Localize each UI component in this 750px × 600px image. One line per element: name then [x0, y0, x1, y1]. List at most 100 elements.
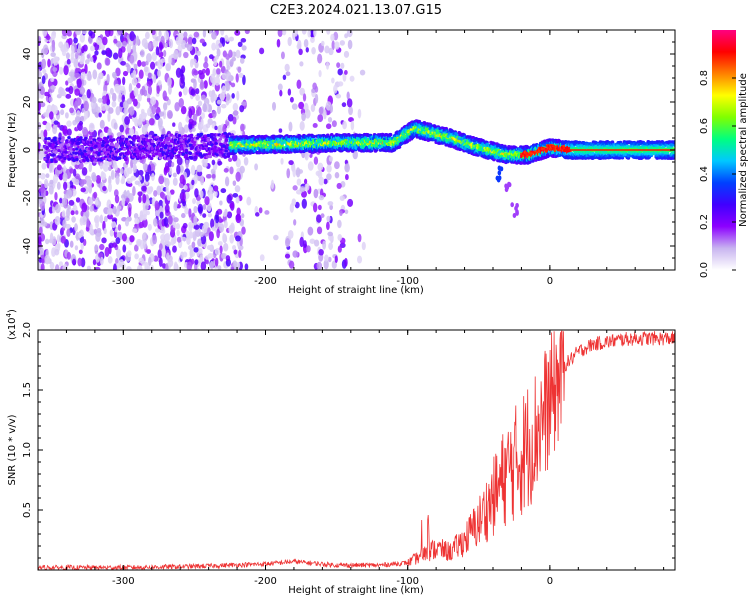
- spectrogram-cell: [166, 109, 173, 119]
- spectrogram-cell: [280, 51, 285, 60]
- spectrogram-cell: [92, 69, 98, 80]
- spectrogram-cell: [193, 215, 198, 226]
- spectrogram-cell: [72, 147, 76, 152]
- spectrogram-cell: [45, 238, 50, 245]
- spectrogram-cell: [229, 166, 234, 175]
- spectrogram-cell: [52, 174, 59, 184]
- spectrogram-cell: [44, 137, 48, 141]
- spectrogram-cell: [155, 46, 160, 56]
- spectrogram-cell: [341, 102, 347, 108]
- spectrogram-cell: [65, 87, 71, 92]
- spectrogram-cell: [304, 182, 310, 191]
- spectrogram-cell: [230, 222, 235, 233]
- spectrogram-cell: [132, 186, 136, 197]
- spectrogram-cell: [40, 172, 46, 180]
- spectrogram-cell: [134, 253, 139, 260]
- spectrogram-cell: [92, 54, 97, 64]
- spectrogram-cell: [359, 69, 366, 76]
- spectrogram-cell: [115, 175, 120, 185]
- spectrogram-cell: [337, 233, 343, 241]
- spectrogram-cell: [202, 203, 207, 210]
- spectrogram-cell: [203, 80, 208, 89]
- spectrogram-cell: [138, 221, 144, 229]
- spectrogram-cell: [76, 48, 81, 54]
- spectrogram-cell: [74, 88, 80, 96]
- spectrogram-cell: [138, 156, 143, 160]
- spectrogram-cell: [164, 42, 168, 49]
- spectrogram-cell: [106, 208, 113, 216]
- spectrogram-cell: [147, 72, 152, 78]
- spectrogram-cell: [151, 172, 155, 182]
- spectrogram-cell: [144, 204, 149, 211]
- spectrogram-cell: [231, 93, 235, 99]
- spectrogram-cell: [320, 40, 325, 46]
- spectrogram-cell: [111, 138, 116, 142]
- spectrogram-cell: [172, 177, 178, 187]
- spectrogram-cell: [208, 186, 214, 192]
- spectrogram-cell: [326, 30, 331, 35]
- spectrogram-cell: [203, 134, 208, 138]
- spectrogram-cell: [195, 88, 200, 95]
- spectrogram-cell: [146, 52, 152, 63]
- spectrogram-cell: [58, 41, 64, 49]
- spectrogram-cell: [168, 55, 172, 66]
- spectrogram-cell: [154, 200, 159, 211]
- spectrogram-cell: [114, 194, 120, 204]
- spectrogram-cell: [166, 191, 172, 201]
- spectrogram-cell: [323, 109, 327, 120]
- spectrogram-cell: [129, 31, 135, 42]
- spectrogram-cell: [157, 79, 162, 86]
- spectrogram-cell: [286, 168, 291, 179]
- spectrogram-cell: [176, 156, 183, 166]
- spectrogram-cell: [38, 195, 43, 205]
- spectrogram-cell: [108, 107, 114, 114]
- spectrogram-cell: [316, 261, 323, 270]
- spectrogram-cell: [156, 185, 162, 196]
- spectrogram-cell: [188, 118, 194, 125]
- spectrogram-cell: [110, 143, 115, 147]
- spectrogram-cell: [278, 128, 283, 133]
- spectrogram-cell: [128, 127, 135, 136]
- spectrogram-cell: [49, 261, 55, 270]
- spectrogram-cell: [346, 98, 353, 108]
- spectrogram-cell: [142, 213, 147, 221]
- spectrogram-cell: [72, 168, 77, 177]
- spectrogram-cell: [221, 85, 227, 95]
- spectrogram-cell: [298, 101, 305, 110]
- spectrogram-cell: [318, 176, 325, 186]
- spectrogram-cell: [334, 41, 340, 50]
- spectrogram-cell: [325, 123, 332, 130]
- spectrogram-cell: [63, 65, 69, 76]
- spectrogram-cell: [74, 59, 79, 66]
- spectrogram-cell: [221, 66, 226, 72]
- spectrogram-cell: [79, 216, 84, 226]
- spectrogram-cell: [60, 235, 66, 244]
- spectrogram-cell: [227, 114, 234, 122]
- spectrogram-cell: [67, 77, 74, 84]
- spectrogram-cell: [193, 78, 197, 89]
- spectrogram-cell: [205, 123, 211, 129]
- spectrogram-cell: [87, 151, 91, 155]
- spectrogram-cell: [296, 79, 302, 89]
- spectrogram-cell: [67, 135, 71, 140]
- spectrogram-cell: [62, 125, 68, 135]
- spectrogram-cell: [154, 152, 159, 156]
- spectrogram-cell: [317, 53, 323, 64]
- spectrogram-cell: [67, 204, 71, 210]
- spectrogram-cell: [89, 136, 93, 140]
- spectrogram-heatmap: [38, 30, 675, 270]
- spectrogram-cell: [76, 78, 82, 89]
- spectrogram-cell: [139, 239, 145, 250]
- spectrogram-cell: [232, 180, 237, 186]
- spectrogram-cell: [91, 96, 97, 104]
- spectrogram-cell: [292, 185, 298, 191]
- spectrogram-cell: [196, 164, 203, 173]
- spectrogram-cell: [197, 203, 204, 214]
- spectrogram-cell: [141, 61, 147, 67]
- spectrogram-cell: [103, 227, 107, 235]
- spectrogram-cell: [97, 98, 103, 103]
- spectrogram-cell: [115, 237, 121, 245]
- spectrogram-cell: [38, 151, 44, 161]
- spectrogram-cell: [113, 38, 118, 44]
- spectrogram-cell: [163, 166, 168, 176]
